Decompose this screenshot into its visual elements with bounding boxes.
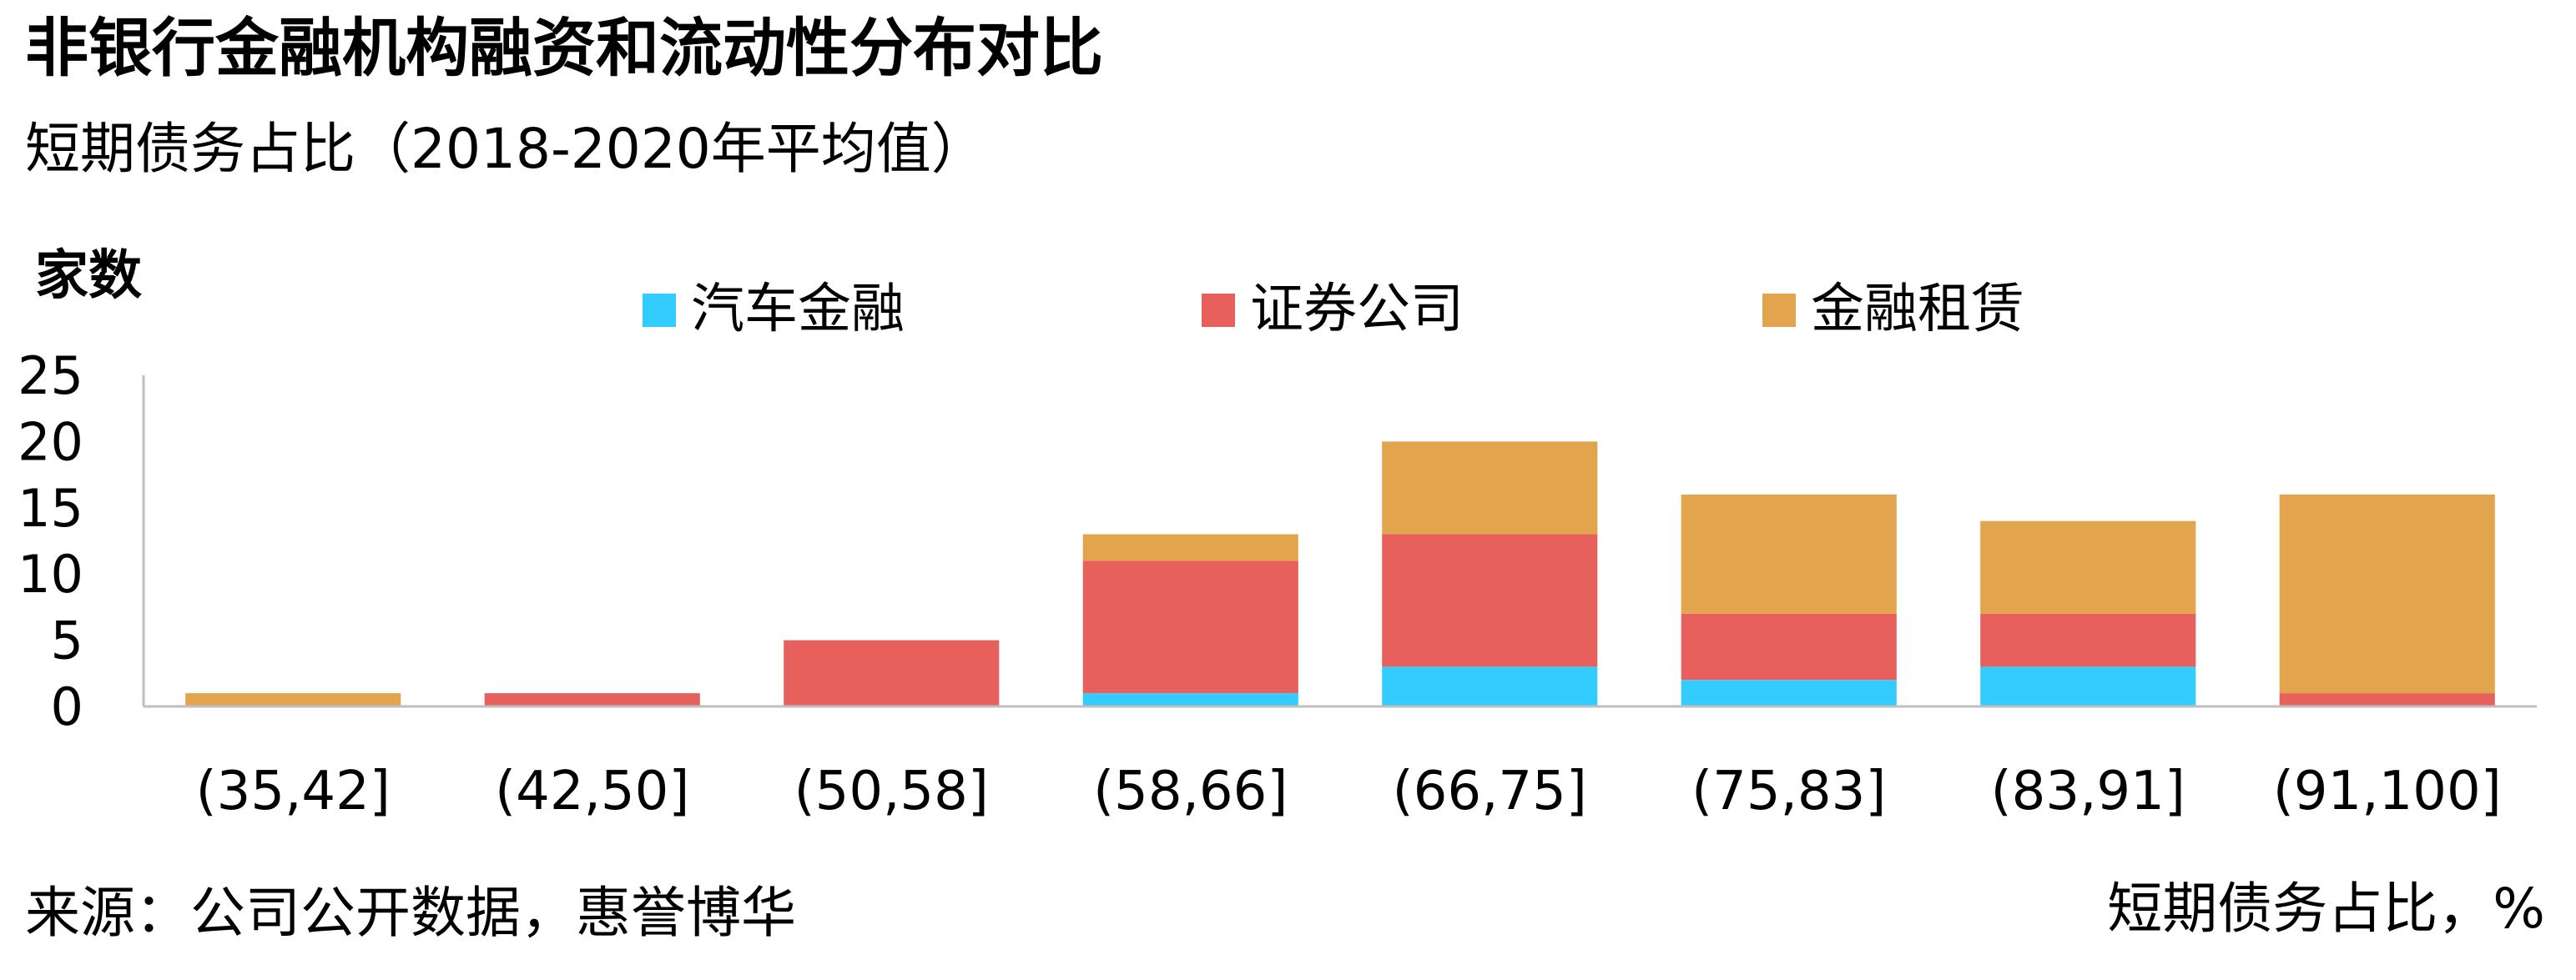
x-tick-label: (66,75]: [1393, 761, 1587, 822]
x-tick-label: (35,42]: [196, 761, 391, 822]
bar-segment: [1980, 520, 2196, 614]
bar-stack: [1681, 494, 1897, 706]
y-tick-label: 5: [51, 611, 83, 671]
y-axis-label: 家数: [35, 245, 142, 307]
y-tick-label: 20: [18, 411, 83, 472]
bar-stack: [1082, 534, 1298, 706]
legend-swatch: [1762, 294, 1796, 327]
y-tick-label: 15: [18, 478, 83, 539]
bar-segment: [2279, 494, 2495, 694]
bar-segment: [1382, 441, 1598, 535]
bar-segment: [1082, 560, 1298, 694]
x-tick-label: (91,100]: [2273, 761, 2502, 822]
legend: 汽车金融 证券公司 金融租赁: [643, 279, 2024, 340]
bar-segment: [1681, 494, 1897, 614]
x-tick-label: (42,50]: [495, 761, 689, 822]
bar-segment: [1980, 666, 2196, 706]
bar-segment: [1681, 613, 1897, 681]
bar-stack: [1980, 520, 2196, 706]
bar-stack: [2279, 494, 2495, 706]
x-tick-label: (75,83]: [1691, 761, 1886, 822]
bar-stack: [784, 640, 1000, 706]
bar-segment: [1082, 534, 1298, 561]
bar-stack: [185, 693, 401, 706]
y-tick-label: 0: [51, 676, 83, 737]
x-tick-label: (83,91]: [1991, 761, 2185, 822]
bar-segment: [484, 693, 700, 706]
legend-swatch: [1202, 294, 1235, 327]
bars-group: [185, 441, 2495, 706]
legend-label: 汽车金融: [691, 279, 905, 340]
x-axis-label: 短期债务占比，%: [2107, 877, 2545, 941]
x-axis: (35,42] (42,50] (50,58] (58,66] (66,75] (75,8…: [144, 705, 2537, 822]
legend-swatch: [643, 294, 676, 327]
bar-segment: [784, 640, 1000, 706]
bar-segment: [2279, 693, 2495, 706]
legend-label: 证券公司: [1250, 279, 1464, 340]
bar-segment: [1681, 680, 1897, 706]
bar-segment: [185, 693, 401, 706]
legend-label: 金融租赁: [1811, 279, 2024, 340]
x-tick-label: (58,66]: [1093, 761, 1288, 822]
legend-item: 证券公司: [1202, 279, 1464, 340]
bar-segment: [1382, 666, 1598, 706]
bar-stack: [1382, 441, 1598, 706]
chart-title: 非银行金融机构融资和流动性分布对比: [25, 11, 1103, 85]
y-tick-label: 10: [18, 544, 83, 605]
bar-segment: [1082, 693, 1298, 706]
bar-segment: [1980, 613, 2196, 667]
x-tick-label: (50,58]: [794, 761, 989, 822]
legend-item: 汽车金融: [643, 279, 905, 340]
bar-stack: [484, 693, 700, 706]
bar-segment: [1382, 534, 1598, 667]
legend-item: 金融租赁: [1762, 279, 2024, 340]
y-tick-label: 25: [18, 345, 83, 406]
chart-subtitle: 短期债务占比（2018-2020年平均值）: [25, 117, 986, 181]
source-note: 来源：公司公开数据，惠誉博华: [25, 881, 796, 945]
